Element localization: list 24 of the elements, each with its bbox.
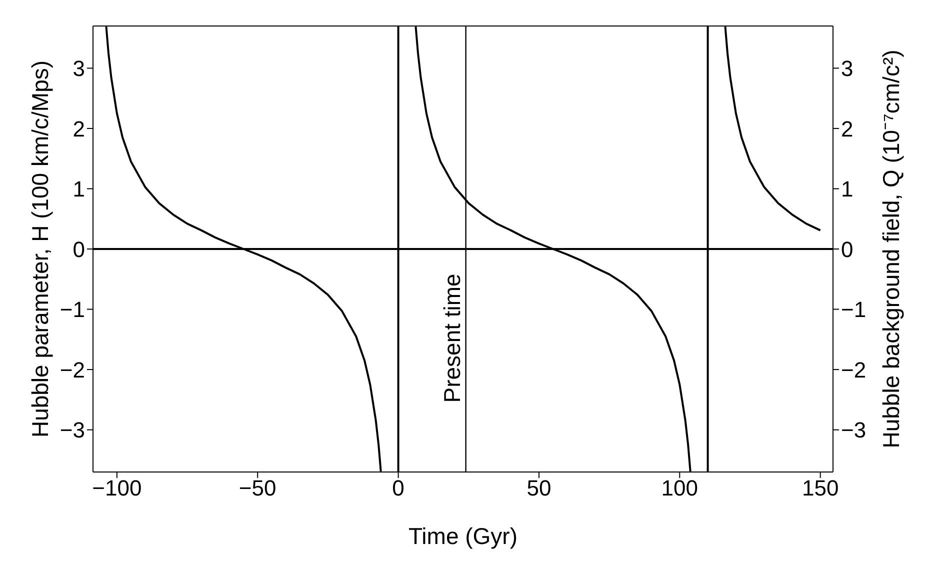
y-tick-label: 0 xyxy=(72,236,85,262)
y2-tick-label: 2 xyxy=(841,116,854,142)
y2-tick-label: 0 xyxy=(841,236,854,262)
y-axis-title: Hubble parameter, H (100 km/c/Mps) xyxy=(27,60,53,438)
x-tick-label: 150 xyxy=(802,476,839,501)
y-tick-label: 2 xyxy=(72,116,85,142)
y2-tick-label: −2 xyxy=(841,357,866,382)
x-tick-label: 0 xyxy=(392,476,404,501)
y2-tick-label: 3 xyxy=(841,56,854,81)
y2-tick-label: −1 xyxy=(841,297,866,322)
y-tick-label: −1 xyxy=(60,297,85,322)
x-tick-label: 100 xyxy=(661,476,698,501)
y2-tick-label: 1 xyxy=(841,176,854,202)
x-tick-label: −100 xyxy=(92,476,142,501)
y2-tick-label: −3 xyxy=(841,418,866,443)
x-axis-title: Time (Gyr) xyxy=(408,523,518,549)
y-tick-label: −3 xyxy=(60,418,85,443)
y-tick-label: 1 xyxy=(72,176,85,202)
ref-line-label: Present time xyxy=(438,274,465,403)
y-tick-label: −2 xyxy=(60,357,85,382)
x-tick-label: 50 xyxy=(526,476,552,501)
y-tick-label: 3 xyxy=(72,56,85,81)
x-tick-label: −50 xyxy=(238,476,276,501)
y2-axis-title: Hubble background field, Q (10⁻⁷cm/c²) xyxy=(878,50,904,448)
